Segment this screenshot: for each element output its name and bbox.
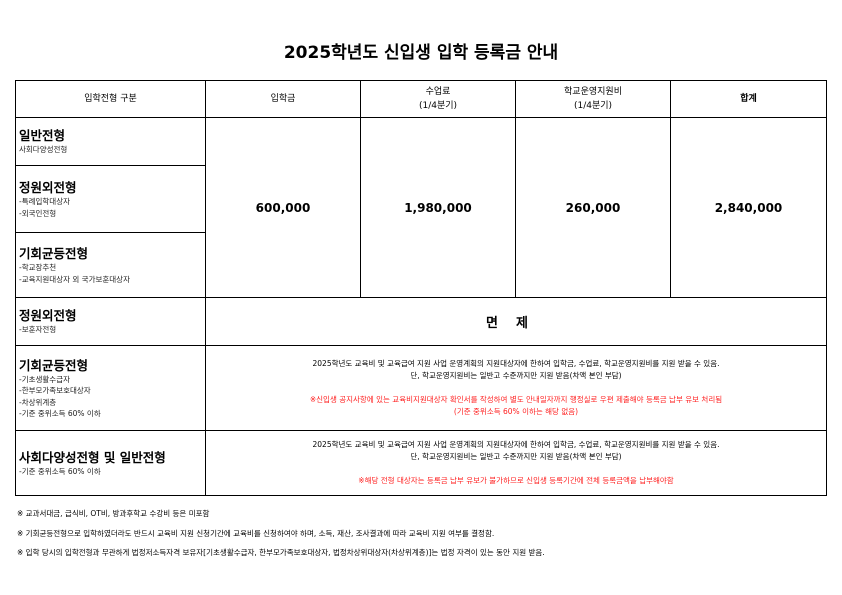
- tuition-fee: 1,980,000: [360, 117, 516, 298]
- warning-text: ※신입생 공지사항에 있는 교육비지원대상자 확인서를 작성하여 별도 안내일자…: [309, 395, 723, 404]
- category-cell: 기회균등전형 -기초생활수급자 -한부모가족보호대상자 -차상위계층 -기준 중위소득 …: [15, 345, 206, 431]
- footnote: ※ 교과서대금, 급식비, OT비, 방과후학교 수강비 등은 미포함: [17, 509, 210, 518]
- table-row: 기회균등전형 -기초생활수급자 -한부모가족보호대상자 -차상위계층 -기준 중위소득 …: [15, 345, 827, 431]
- category-cell: 정원외전형 -특례입학대상자 -외국인전형: [15, 165, 206, 233]
- header-admission: 입학금: [205, 80, 361, 118]
- footnote: ※ 기회균등전형으로 입학하였더라도 반드시 교육비 지원 신청기간에 교육비를…: [17, 529, 495, 538]
- total-fee: 2,840,000: [670, 117, 827, 298]
- header-total: 합계: [670, 80, 827, 118]
- header-tuition: 수업료 (1/4분기): [360, 80, 516, 118]
- fee-table: 입학전형 구분 입학금 수업료 (1/4분기) 학교운영지원비 (1/4분기) 합계…: [15, 80, 827, 496]
- support-fee: 260,000: [515, 117, 671, 298]
- category-cell: 일반전형 사회다양성전형: [15, 117, 206, 166]
- table-row: 사회다양성전형 및 일반전형 -기준 중위소득 60% 이하 2025학년도 교육…: [15, 430, 827, 496]
- support-note: 2025학년도 교육비 및 교육급여 지원 사업 운영계획의 지원대상자에 한하…: [205, 345, 827, 431]
- exempt-label: 면제: [205, 297, 827, 346]
- support-note: 2025학년도 교육비 및 교육급여 지원 사업 운영계획의 지원대상자에 한하…: [205, 430, 827, 496]
- category-cell: 사회다양성전형 및 일반전형 -기준 중위소득 60% 이하: [15, 430, 206, 496]
- table-header: 입학전형 구분 입학금 수업료 (1/4분기) 학교운영지원비 (1/4분기) 합계: [15, 80, 827, 118]
- warning-text: (기준 중위소득 60% 이하는 해당 없음): [453, 407, 579, 416]
- table-row: 정원외전형 -보훈자전형 면제: [15, 297, 827, 346]
- warning-text: ※해당 전형 대상자는 등록금 납부 유보가 불가하므로 신입생 등록기간에 전…: [358, 476, 674, 485]
- header-category: 입학전형 구분: [15, 80, 206, 118]
- footnote: ※ 입학 당시의 입학전형과 무관하게 법정저소득자격 보유자[기초생활수급자,…: [17, 548, 545, 557]
- admission-fee: 600,000: [205, 117, 361, 298]
- category-cell: 정원외전형 -보훈자전형: [15, 297, 206, 346]
- page-title: 2025학년도 신입생 입학 등록금 안내: [283, 43, 559, 63]
- category-cell: 기회균등전형 -학교장추천 -교육지원대상자 외 국가보훈대상자: [15, 232, 206, 298]
- table-row: 정원외전형 -특례입학대상자 -외국인전형: [15, 165, 827, 233]
- header-support: 학교운영지원비 (1/4분기): [515, 80, 671, 118]
- table-row: 일반전형 사회다양성전형 600,000 1,980,000 260,000 2,…: [15, 117, 827, 298]
- table-row: 기회균등전형 -학교장추천 -교육지원대상자 외 국가보훈대상자: [15, 232, 827, 298]
